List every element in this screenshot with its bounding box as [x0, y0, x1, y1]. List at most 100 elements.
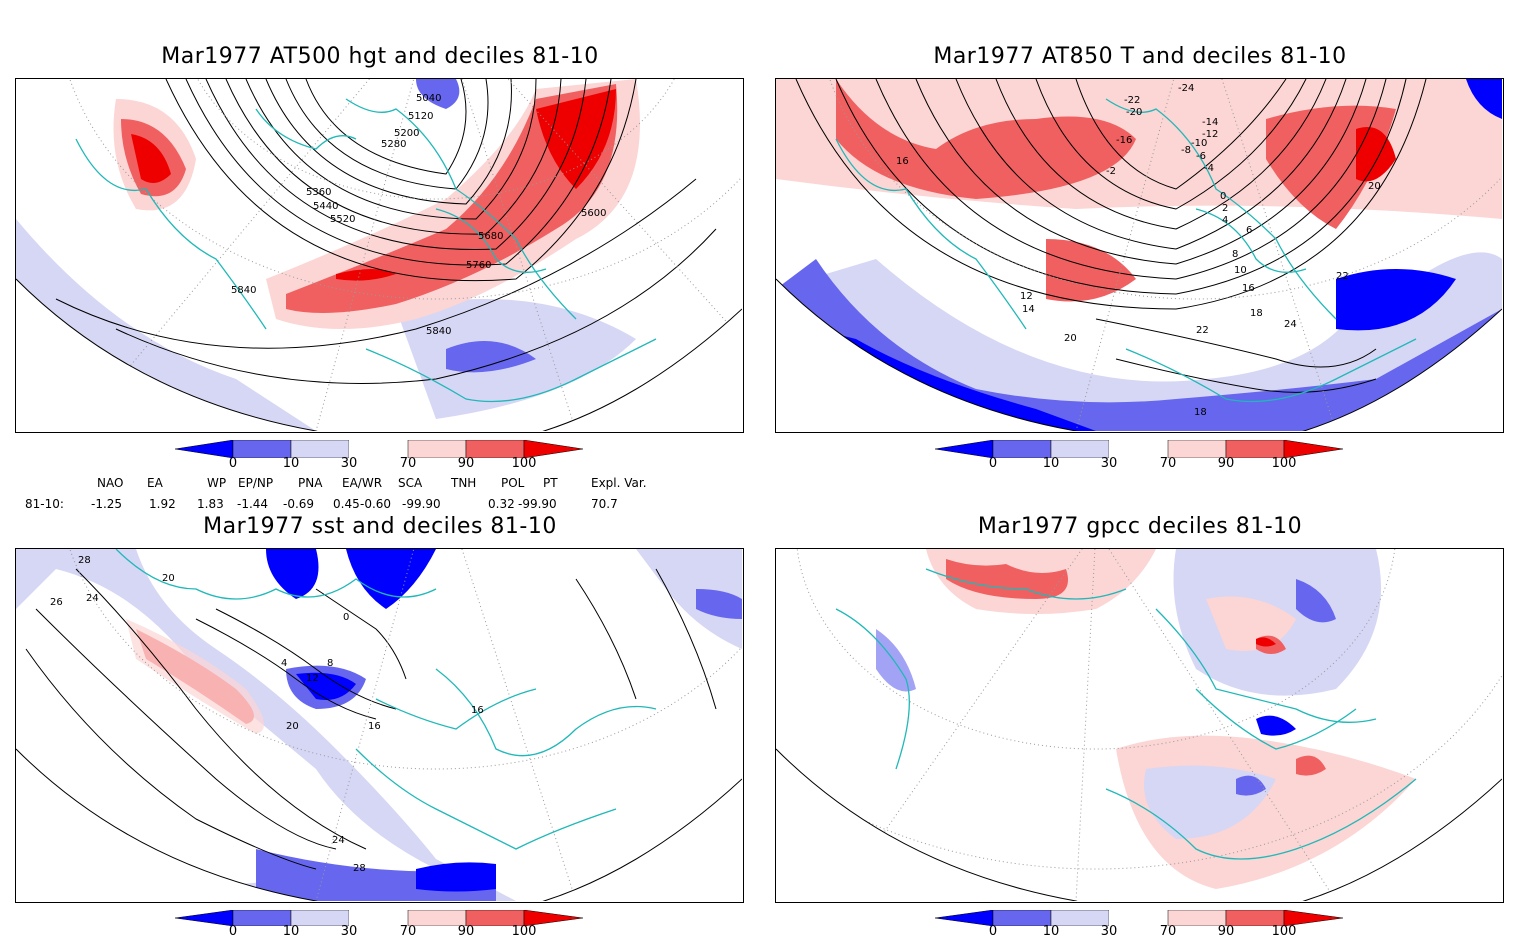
index-value: 70.7 — [591, 497, 618, 511]
colorbar-label: 30 — [1100, 924, 1118, 939]
colorbar-label: 90 — [457, 924, 475, 939]
index-header: PT — [543, 476, 558, 490]
contour-label: 22 — [1196, 325, 1209, 336]
contour-label: -12 — [1202, 129, 1218, 140]
colorbar-label: 90 — [1217, 924, 1235, 939]
index-value: -0.60 — [360, 497, 392, 511]
contour-label: 28 — [353, 863, 366, 874]
colorbar-label: 10 — [282, 456, 300, 471]
contour-label: 24 — [332, 835, 345, 846]
contour-label: 5200 — [394, 128, 419, 139]
colorbar-label: 30 — [1100, 456, 1118, 471]
contour-label: 8 — [327, 658, 333, 669]
contour-label: 5600 — [581, 208, 606, 219]
panel2-title: Mar1977 AT850 T and deciles 81-10 — [933, 44, 1347, 69]
contour-label: 5040 — [416, 93, 441, 104]
contour-label: -6 — [1196, 151, 1206, 162]
index-value: -1.44 — [237, 497, 269, 511]
contour-label: -10 — [1191, 138, 1207, 149]
contour-label: 18 — [1250, 308, 1263, 319]
contour-label: 5840 — [426, 326, 451, 337]
contour-label: 5440 — [313, 201, 338, 212]
contour-label: 8 — [1232, 249, 1238, 260]
colorbar-label: 70 — [399, 924, 417, 939]
index-row-label: 81-10: — [25, 497, 64, 511]
colorbar-label: 100 — [511, 456, 537, 471]
index-header: SCA — [398, 476, 423, 490]
colorbar-swatches — [175, 440, 584, 458]
contour-label: 12 — [1020, 291, 1033, 302]
colorbar-label: 0 — [988, 456, 998, 471]
contour-label: 0 — [343, 612, 349, 623]
contour-label: 0 — [1220, 191, 1226, 202]
contour-label: 16 — [368, 721, 381, 732]
contour-label: 5680 — [478, 231, 503, 242]
index-value: -99.90 — [402, 497, 441, 511]
contour-label: 24 — [1284, 319, 1297, 330]
contour-label: 26 — [50, 597, 63, 608]
contour-label: 14 — [1022, 304, 1035, 315]
contour-label: 6 — [1246, 225, 1252, 236]
colorbar-swatches — [935, 440, 1344, 458]
contour-label: 5280 — [381, 139, 406, 150]
colorbar-gpcc: 0 10 30 70 90 100 — [935, 910, 1345, 940]
colorbar-label: 70 — [1159, 924, 1177, 939]
contour-label: 20 — [162, 573, 175, 584]
index-value: 1.83 — [197, 497, 224, 511]
index-header: POL — [501, 476, 525, 490]
colorbar-swatches — [935, 910, 1344, 926]
contour-label: 10 — [1234, 265, 1247, 276]
index-header: WP — [207, 476, 227, 490]
colorbar-label: 30 — [340, 924, 358, 939]
contour-label: 5840 — [231, 285, 256, 296]
colorbar-label: 90 — [457, 456, 475, 471]
index-header: Expl. Var. — [591, 476, 647, 490]
contour-label: -16 — [1116, 135, 1132, 146]
contour-label: -8 — [1181, 145, 1191, 156]
colorbar-label: 70 — [1159, 456, 1177, 471]
colorbar-label: 10 — [1042, 924, 1060, 939]
contour-label: 24 — [86, 593, 99, 604]
index-value: -1.25 — [91, 497, 123, 511]
contour-label: -14 — [1202, 117, 1218, 128]
colorbar-label: 10 — [1042, 456, 1060, 471]
contour-label: 18 — [1194, 407, 1207, 418]
colorbar-label: 0 — [228, 456, 238, 471]
contour-label: 2 — [1222, 203, 1228, 214]
map-t850: -24 -22 -20 -16 -14 -12 -10 -8 -6 -4 -2 … — [776, 79, 1502, 431]
contour-label: -22 — [1124, 95, 1140, 106]
contour-label: 20 — [1368, 181, 1381, 192]
contour-label: 20 — [286, 721, 299, 732]
contour-label: 16 — [1242, 283, 1255, 294]
panel1-title: Mar1977 AT500 hgt and deciles 81-10 — [161, 44, 599, 69]
contour-label: 28 — [78, 555, 91, 566]
contour-label: -4 — [1204, 163, 1214, 174]
colorbar-label: 90 — [1217, 456, 1235, 471]
index-header: EA — [147, 476, 163, 490]
contour-label: 5360 — [306, 187, 331, 198]
map-sst: 28 26 20 24 0 4 8 12 16 20 24 28 16 — [16, 549, 742, 901]
colorbar-label: 70 — [399, 456, 417, 471]
contour-label: 22 — [1336, 271, 1349, 282]
contour-label: 16 — [471, 705, 484, 716]
index-value: -99.90 — [518, 497, 557, 511]
map-panel-gpcc — [775, 548, 1504, 903]
contour-label: 5120 — [408, 111, 433, 122]
index-header: EA/WR — [342, 476, 383, 490]
colorbar-label: 10 — [282, 924, 300, 939]
contour-label: 16 — [896, 156, 909, 167]
colorbar-t850: 0 10 30 70 90 100 — [935, 440, 1345, 480]
contour-label: 5520 — [330, 214, 355, 225]
contour-label: 12 — [306, 673, 319, 684]
contour-label: 5760 — [466, 260, 491, 271]
index-value: 0.45 — [333, 497, 360, 511]
index-header: PNA — [298, 476, 323, 490]
map-panel-t850: -24 -22 -20 -16 -14 -12 -10 -8 -6 -4 -2 … — [775, 78, 1504, 433]
panel3-title: Mar1977 sst and deciles 81-10 — [203, 514, 557, 539]
index-header: EP/NP — [238, 476, 274, 490]
contour-label: 4 — [281, 658, 287, 669]
map-hgt500: 5040 5120 5200 5280 5360 5440 5520 5600 … — [16, 79, 742, 431]
map-panel-sst: 28 26 20 24 0 4 8 12 16 20 24 28 16 — [15, 548, 744, 903]
index-header: NAO — [97, 476, 124, 490]
colorbar-label: 0 — [228, 924, 238, 939]
